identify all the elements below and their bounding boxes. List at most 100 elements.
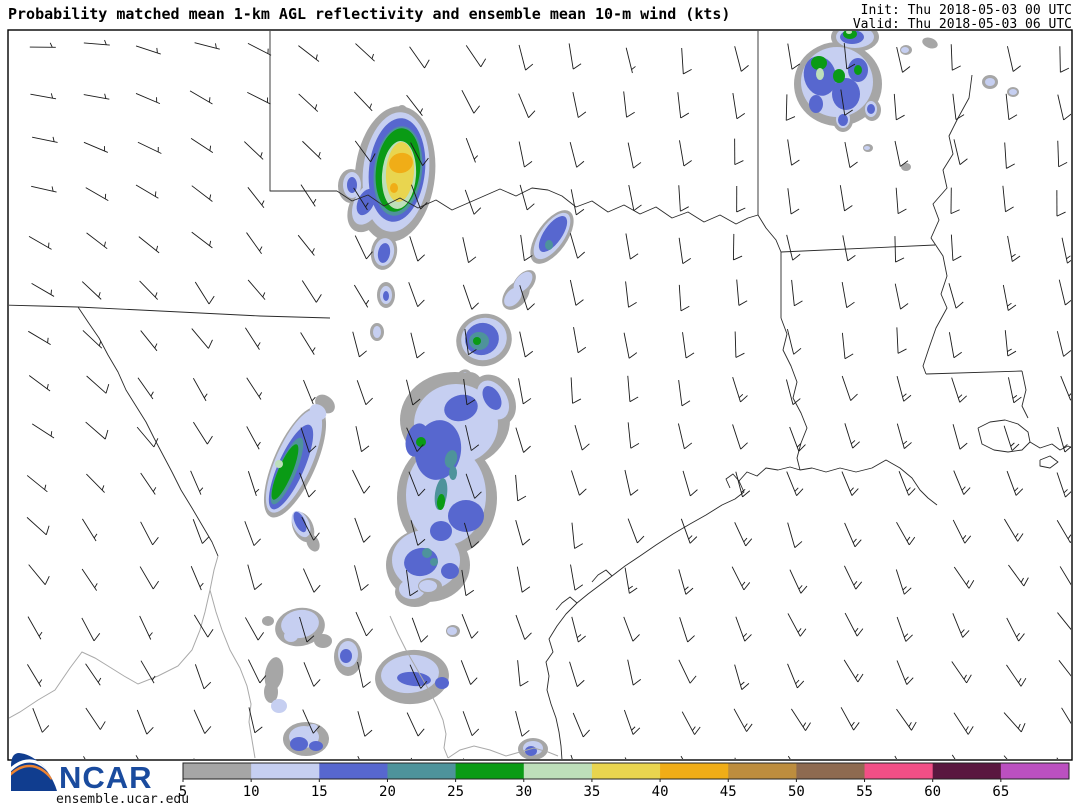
reflectivity-blob [448,500,484,532]
wind-barb [26,517,50,536]
wind-barb [627,518,645,544]
wind-barb [843,43,856,70]
wind-barb [409,236,425,262]
wind-barb [85,421,109,440]
reflectivity-blob [314,634,332,648]
wind-barb [302,568,321,593]
wind-barb [896,660,914,685]
wind-barb [463,522,480,549]
reflectivity-blob [545,240,553,250]
wind-barb [678,659,697,684]
wind-barb [569,233,585,259]
reflectivity-blob [816,68,824,80]
wind-barb [844,565,863,590]
wind-barb [787,663,805,689]
wind-barb [840,89,853,116]
wind-barb [1006,470,1024,496]
wind-barb [302,709,320,734]
wind-barb [515,614,532,640]
state-border [336,187,759,225]
wind-barb [353,187,369,211]
wind-barb [625,233,639,260]
reflectivity-blob [340,649,352,663]
wind-barb [844,612,864,637]
wind-barb [245,327,261,350]
wind-barb [628,184,642,211]
wind-barb [406,427,424,452]
state-border [780,244,936,253]
wind-barb [1056,190,1066,217]
wind-barb [625,281,637,308]
reflectivity-blob [985,78,995,86]
wind-barb [247,279,266,300]
state-border [9,304,331,319]
wind-barb [136,426,159,448]
storm-cell [794,31,1019,171]
wind-barb [518,378,532,405]
state-border [780,317,808,471]
wind-barb [843,659,864,683]
wind-barb [411,617,429,643]
wind-barb [81,518,98,542]
wind-barb [193,421,213,445]
wind-barb [895,187,907,215]
reflectivity-blob [867,104,875,114]
colorbar-tick-label: 45 [720,784,737,800]
wind-barb [574,424,590,451]
wind-barb [83,39,110,46]
wind-barb [27,616,43,640]
reflectivity-blob [846,31,852,34]
wind-barb [140,521,159,546]
wind-barb [28,235,52,250]
colorbar-segment [591,763,661,779]
wind-barb [28,564,50,585]
wind-barb [29,42,56,48]
wind-barb [192,519,210,544]
wind-barb [625,47,636,74]
wind-barb [953,139,968,165]
wind-barb [1056,520,1071,543]
wind-barb [191,185,213,202]
wind-barb [353,91,373,112]
reflectivity-blob [422,548,432,558]
wind-barb [81,568,98,591]
wind-barb [950,44,961,71]
wind-barb [570,470,587,496]
reflectivity-blob [356,188,376,216]
wind-barb [299,472,316,498]
wind-barb [734,522,753,547]
wind-barb [841,332,854,360]
river [9,555,219,719]
wind-barb [898,471,916,496]
colorbar-tick-label: 25 [447,784,464,800]
wind-barb [519,285,535,311]
wind-barb [678,237,691,264]
reflectivity-blob [1009,89,1017,95]
reflectivity-blob [271,444,299,500]
wind-barb [894,236,905,263]
reflectivity-blob [809,95,823,113]
wind-barb [406,94,423,116]
colorbar-tick-label: 50 [788,784,805,800]
wind-barb [518,141,533,168]
wind-barb [627,422,640,449]
wind-barb [190,137,214,153]
wind-barb [86,232,108,250]
wind-barb [678,380,691,407]
wind-barb [85,707,106,730]
wind-barb [27,664,43,687]
wind-barb [627,142,642,169]
wind-barb [1002,284,1017,311]
colorbar-segment [183,763,252,779]
wind-barb [86,375,110,394]
wind-barb [896,708,917,731]
wind-barb [303,662,321,687]
wind-barb [572,92,587,118]
reflectivity-blob [419,580,437,592]
reflectivity-blob [436,494,446,510]
colorbar-segment [796,763,866,779]
wind-barb [190,565,204,591]
colorbar: 5 10 15 20 25 30 35 40 45 50 55 60 65 [179,762,1070,800]
wind-barb [950,234,962,261]
